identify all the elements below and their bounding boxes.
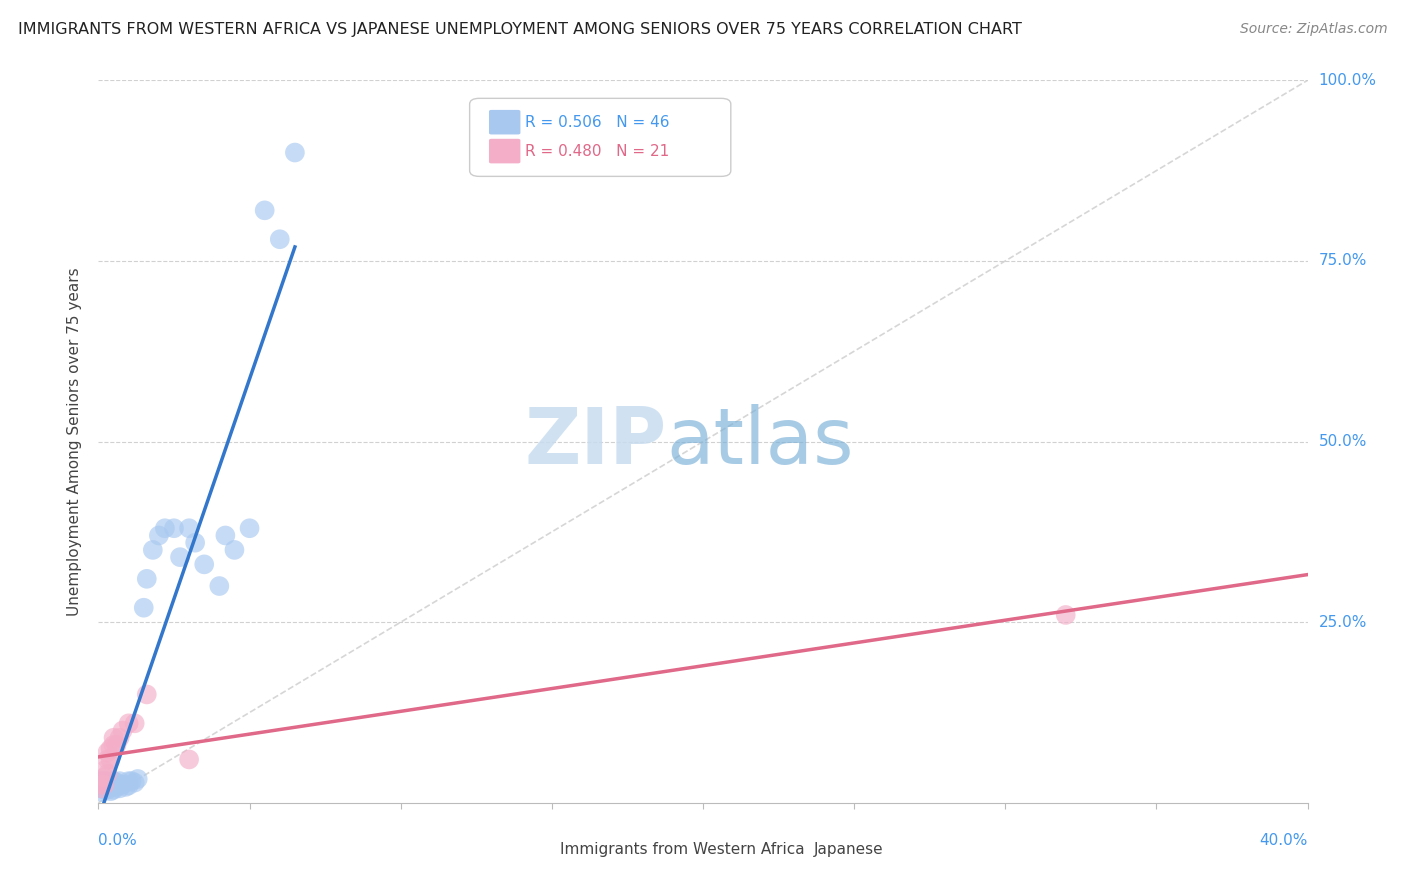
Point — [100, 780, 122, 794]
Point — [96, 745, 118, 759]
Point — [179, 752, 201, 766]
Point — [96, 774, 118, 789]
Point — [105, 780, 128, 794]
Point — [253, 203, 276, 218]
Point — [90, 778, 112, 792]
Point — [153, 521, 176, 535]
Point — [269, 232, 291, 246]
Point — [96, 767, 118, 781]
FancyBboxPatch shape — [489, 139, 520, 163]
Point — [96, 782, 118, 797]
Point — [184, 535, 207, 549]
Point — [124, 775, 146, 789]
Point — [108, 781, 131, 796]
Point — [90, 774, 112, 789]
Point — [193, 558, 215, 572]
Point — [1054, 607, 1077, 622]
Text: 75.0%: 75.0% — [1319, 253, 1367, 268]
Point — [90, 781, 112, 796]
Point — [118, 774, 141, 789]
Text: 50.0%: 50.0% — [1319, 434, 1367, 449]
Point — [135, 687, 157, 701]
Point — [284, 145, 307, 160]
Point — [96, 778, 118, 792]
Point — [96, 752, 118, 766]
Y-axis label: Unemployment Among Seniors over 75 years: Unemployment Among Seniors over 75 years — [67, 268, 83, 615]
Point — [105, 738, 128, 752]
Point — [108, 731, 131, 745]
Point — [135, 572, 157, 586]
Point — [93, 764, 115, 778]
Point — [90, 781, 112, 796]
Point — [100, 775, 122, 789]
Point — [90, 785, 112, 799]
FancyBboxPatch shape — [489, 110, 520, 135]
Point — [103, 782, 125, 797]
Point — [124, 716, 146, 731]
Point — [100, 752, 122, 766]
Point — [118, 779, 141, 793]
Point — [93, 782, 115, 797]
Text: R = 0.506   N = 46: R = 0.506 N = 46 — [526, 115, 669, 129]
Text: 25.0%: 25.0% — [1319, 615, 1367, 630]
Point — [103, 738, 125, 752]
Text: Japanese: Japanese — [814, 841, 884, 856]
Point — [214, 528, 236, 542]
Point — [96, 780, 118, 794]
Point — [148, 528, 170, 542]
Point — [93, 781, 115, 796]
Text: 100.0%: 100.0% — [1319, 73, 1376, 87]
Point — [118, 716, 141, 731]
Point — [105, 775, 128, 789]
Point — [90, 778, 112, 792]
Point — [224, 542, 246, 557]
Text: IMMIGRANTS FROM WESTERN AFRICA VS JAPANESE UNEMPLOYMENT AMONG SENIORS OVER 75 YE: IMMIGRANTS FROM WESTERN AFRICA VS JAPANE… — [18, 22, 1022, 37]
Text: R = 0.480   N = 21: R = 0.480 N = 21 — [526, 144, 669, 159]
Point — [169, 550, 191, 565]
Point — [163, 521, 186, 535]
Point — [103, 731, 125, 745]
Point — [111, 778, 134, 792]
Point — [90, 774, 112, 789]
FancyBboxPatch shape — [779, 839, 811, 858]
Point — [111, 723, 134, 738]
Point — [179, 521, 201, 535]
Point — [93, 771, 115, 785]
Text: 40.0%: 40.0% — [1260, 833, 1308, 848]
Point — [127, 772, 149, 786]
Point — [93, 778, 115, 792]
Point — [100, 741, 122, 756]
Point — [121, 774, 143, 789]
Point — [103, 774, 125, 789]
Point — [108, 774, 131, 789]
Text: Immigrants from Western Africa: Immigrants from Western Africa — [561, 841, 806, 856]
Text: atlas: atlas — [666, 403, 855, 480]
FancyBboxPatch shape — [470, 98, 731, 177]
Text: 0.0%: 0.0% — [98, 833, 138, 848]
Point — [114, 780, 136, 794]
Point — [239, 521, 262, 535]
Point — [93, 778, 115, 792]
FancyBboxPatch shape — [526, 839, 557, 858]
Point — [100, 784, 122, 798]
Point — [208, 579, 231, 593]
Point — [142, 542, 165, 557]
Text: ZIP: ZIP — [524, 403, 666, 480]
Point — [103, 778, 125, 792]
Point — [132, 600, 155, 615]
Point — [93, 774, 115, 789]
Text: Source: ZipAtlas.com: Source: ZipAtlas.com — [1240, 22, 1388, 37]
